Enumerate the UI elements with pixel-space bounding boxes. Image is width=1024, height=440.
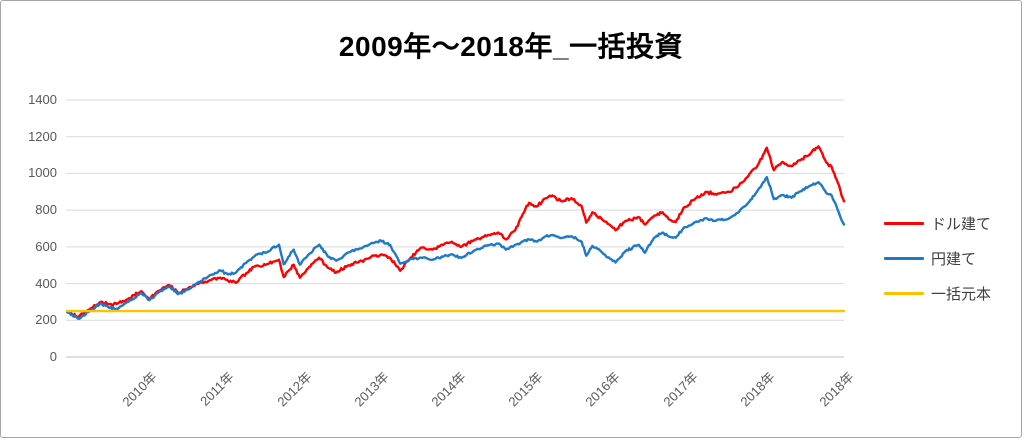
legend-item: 一括元本: [884, 283, 991, 304]
y-tick-label: 800: [35, 202, 57, 218]
x-tick-label: 2016年: [582, 369, 624, 410]
x-tick-label: 2017年: [659, 369, 701, 410]
y-tick-label: 1400: [28, 92, 57, 107]
legend-line-swatch: [884, 257, 924, 260]
x-tick-label: 2015年: [505, 369, 546, 410]
y-tick-label: 400: [35, 275, 57, 291]
y-tick-label: 0: [49, 349, 57, 364]
series-line-円建て: [66, 175, 846, 321]
y-tick-label: 1200: [28, 128, 57, 144]
legend: ドル建て円建て一括元本: [884, 213, 991, 304]
legend-item: ドル建て: [884, 213, 991, 234]
y-tick-label: 1000: [28, 165, 57, 181]
x-tick-label: 2013年: [351, 369, 392, 410]
y-tick-label: 600: [35, 238, 57, 254]
x-tick-label: 2018年: [737, 369, 778, 410]
x-tick-label: 2018年: [816, 369, 857, 410]
chart-title: 2009年～2018年_一括投資: [338, 31, 684, 62]
legend-line-swatch: [884, 222, 924, 225]
legend-label: 一括元本: [931, 286, 992, 303]
x-tick-label: 2011年: [197, 369, 238, 409]
x-tick-label: 2014年: [428, 369, 469, 410]
legend-label: 円建て: [931, 251, 977, 268]
y-tick-label: 200: [35, 312, 57, 328]
legend-label: ドル建て: [931, 216, 992, 233]
plot-area: [66, 99, 846, 358]
x-tick-label: 2012年: [274, 369, 315, 410]
legend-line-swatch: [884, 292, 924, 295]
legend-item: 円建て: [884, 248, 991, 269]
x-tick-label: 2010年: [119, 369, 160, 410]
